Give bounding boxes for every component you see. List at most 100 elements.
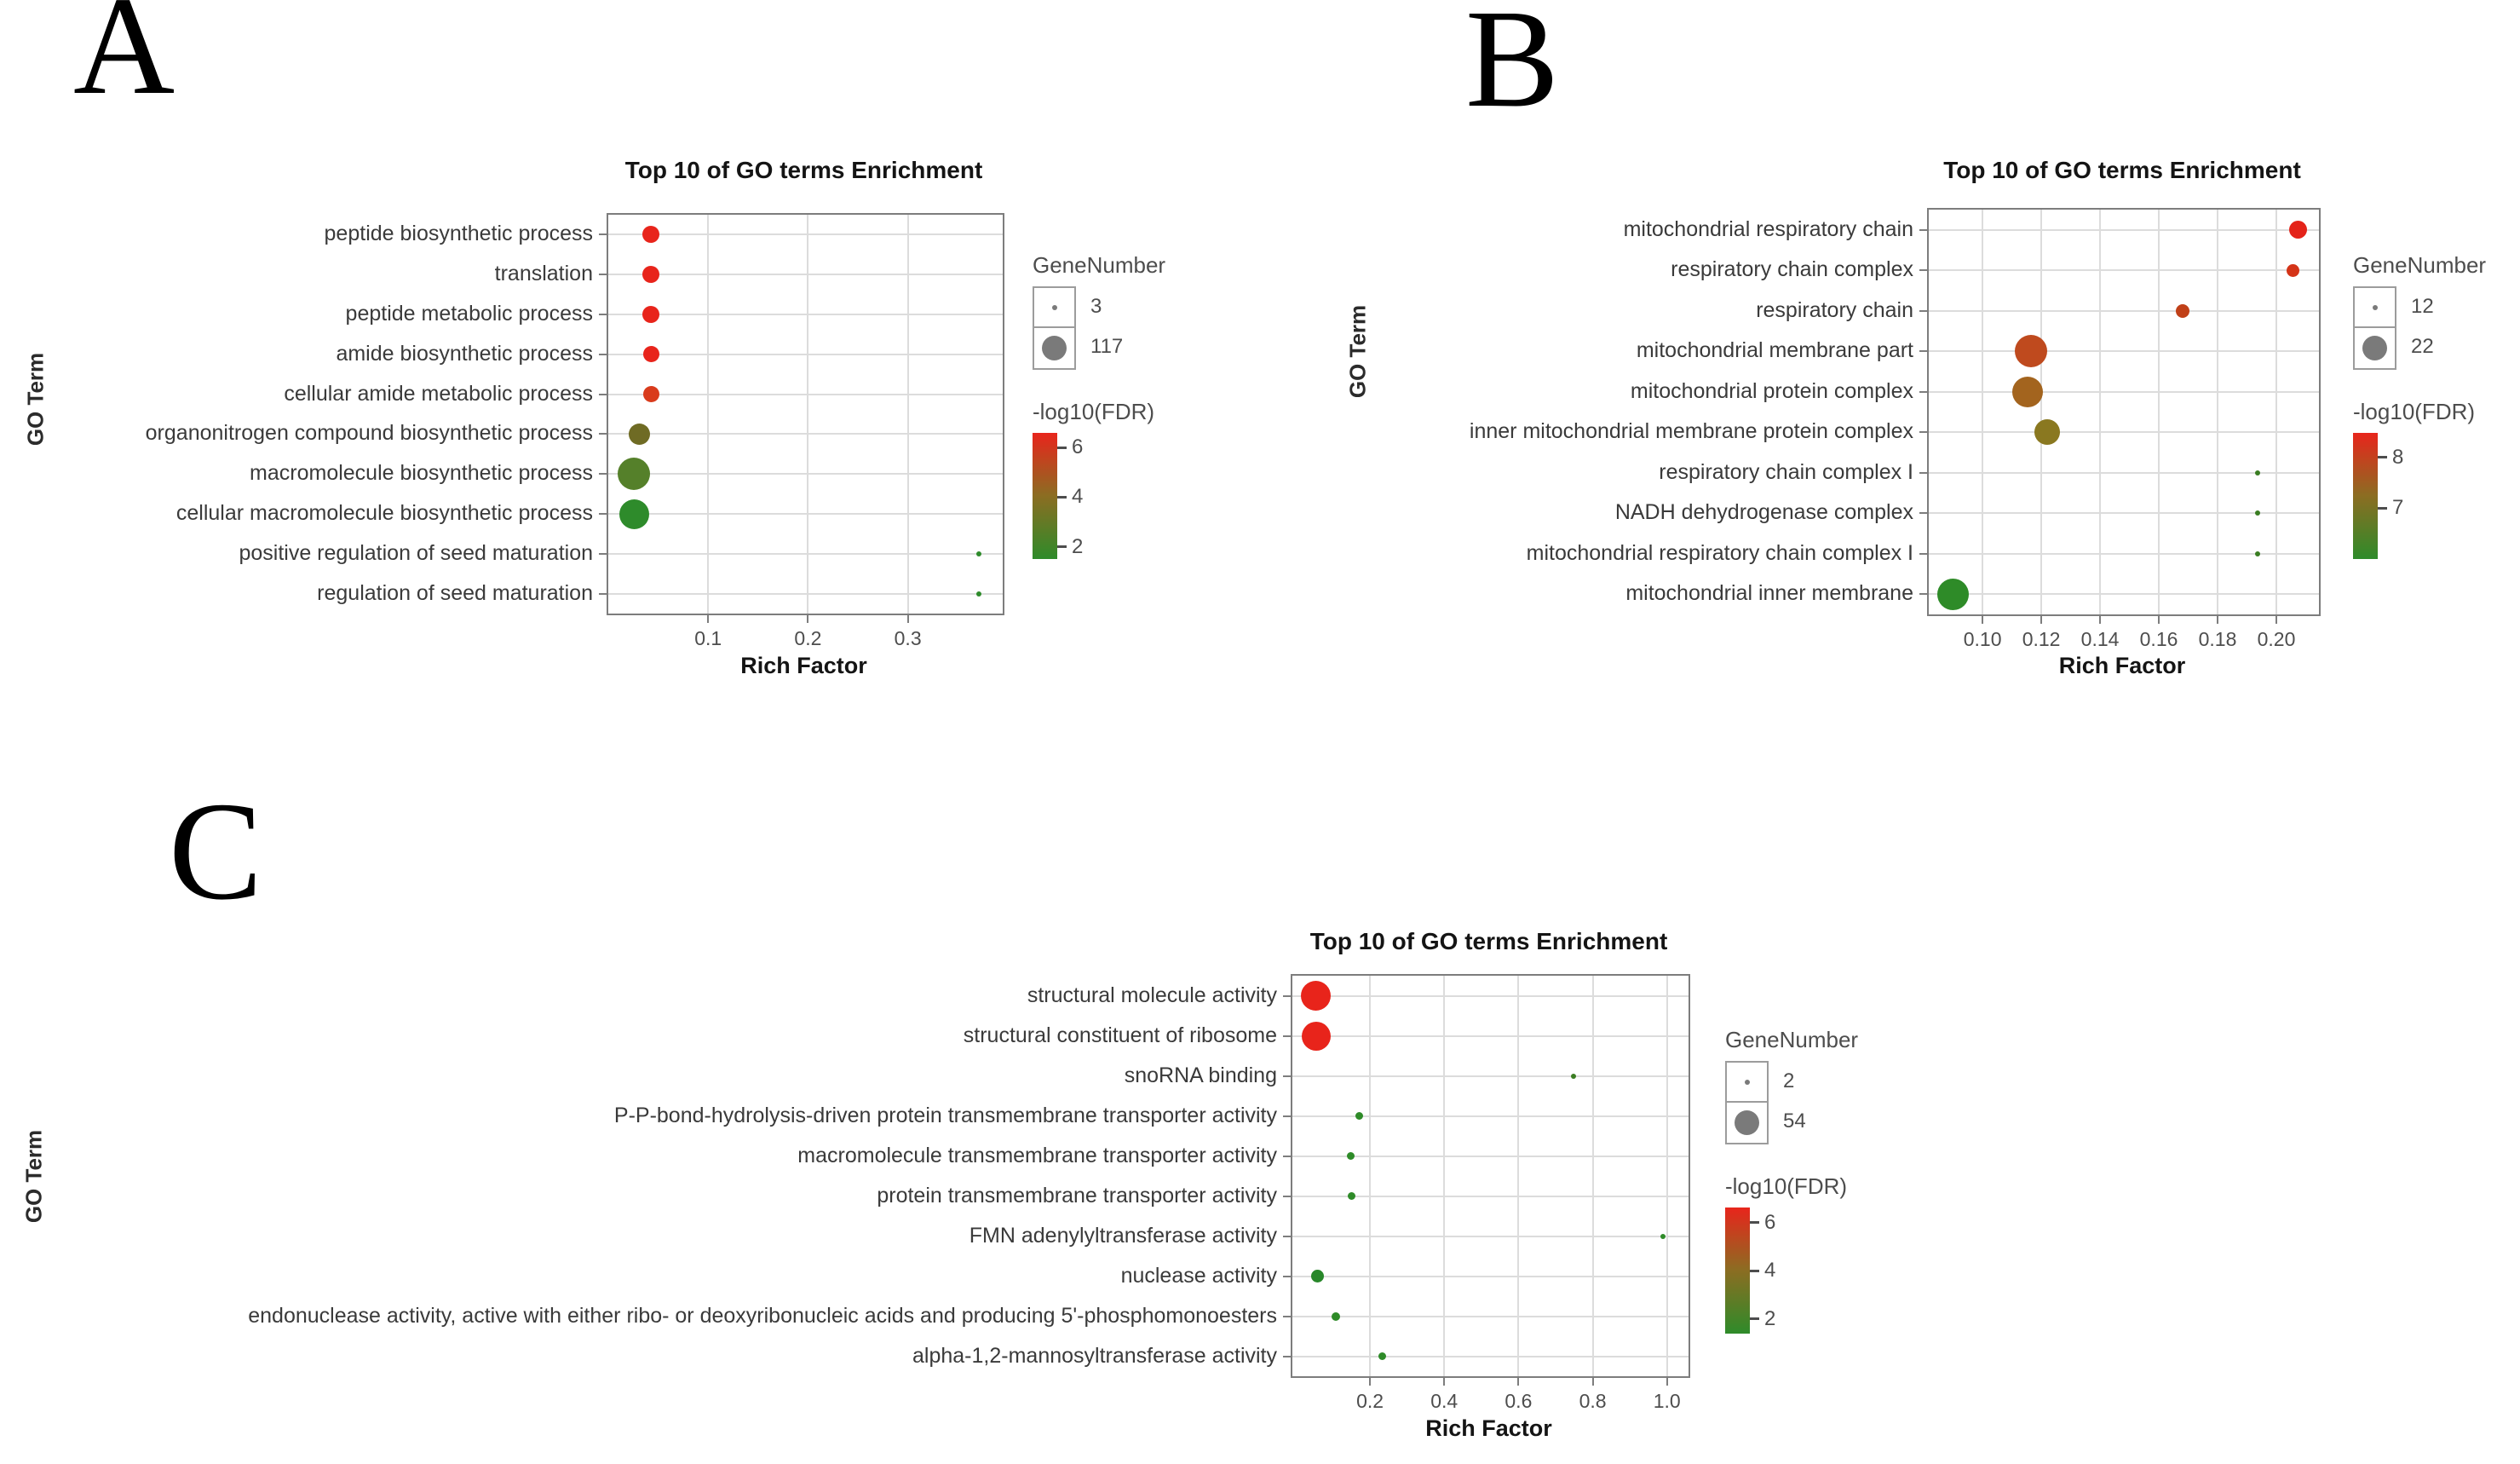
x-gridline xyxy=(2099,210,2102,614)
x-tick-label: 1.0 xyxy=(1653,1390,1681,1412)
colorbar-tick-label: 8 xyxy=(2392,445,2404,469)
y-gridline xyxy=(608,274,1003,276)
colorbar-tick-mark xyxy=(1750,1317,1759,1321)
data-point xyxy=(2254,550,2260,556)
legend: GeneNumber 2 54 -log10(FDR) 6 4 2 xyxy=(1725,1027,1921,1385)
size-legend-min-label: 12 xyxy=(2411,295,2434,318)
y-axis-category-label: mitochondrial respiratory chain complex … xyxy=(1526,540,1913,565)
panel-letter-c: C xyxy=(169,773,263,929)
x-tick-mark xyxy=(2275,616,2277,624)
x-gridline xyxy=(807,215,809,614)
y-gridline xyxy=(1292,1315,1689,1317)
y-gridline xyxy=(608,513,1003,515)
x-gridline xyxy=(1982,210,1984,614)
y-axis-category-label: mitochondrial inner membrane xyxy=(1625,581,1913,606)
size-legend-key xyxy=(1033,286,1076,370)
size-legend-title: GeneNumber xyxy=(1725,1027,1859,1052)
size-legend-max-label: 117 xyxy=(1090,335,1124,358)
chart-title: Top 10 of GO terms Enrichment xyxy=(1309,928,1668,954)
y-axis-category-label: NADH dehydrogenase complex xyxy=(1614,500,1913,525)
size-key-large-cell xyxy=(2355,328,2395,368)
x-tick-mark xyxy=(1666,1378,1668,1386)
y-gridline xyxy=(1929,350,2319,353)
data-point xyxy=(642,226,660,244)
x-tick-mark xyxy=(2099,616,2102,624)
colorbar-tick-label: 6 xyxy=(1072,435,1084,459)
y-axis-title: GO Term xyxy=(20,1129,47,1224)
y-tick-mark xyxy=(599,233,607,236)
y-axis-category-label: amide biosynthetic process xyxy=(336,341,593,366)
large-dot-icon xyxy=(2362,336,2387,360)
x-gridline xyxy=(1666,976,1668,1376)
y-tick-mark xyxy=(1919,269,1927,272)
data-point xyxy=(1347,1192,1355,1200)
data-point xyxy=(2254,470,2260,476)
small-dot-icon xyxy=(2372,304,2378,310)
y-axis-category-label: peptide metabolic process xyxy=(345,302,593,326)
y-gridline xyxy=(608,393,1003,395)
color-legend-title: -log10(FDR) xyxy=(1725,1173,1848,1199)
y-axis-category-label: macromolecule biosynthetic process xyxy=(250,461,593,486)
colorbar-tick-label: 6 xyxy=(1764,1210,1776,1234)
plot-area: 0.10 0.12 0.14 0.16 0.18 0.20 mitochondrial re… xyxy=(1470,208,2321,650)
small-dot-icon xyxy=(1744,1079,1750,1085)
y-gridline xyxy=(1929,512,2319,515)
data-point xyxy=(1331,1311,1340,1321)
data-point xyxy=(1570,1073,1576,1079)
colorbar-tick-label: 4 xyxy=(1764,1259,1776,1282)
plot-area: 0.1 0.2 0.3 peptide biosynthetic process tra… xyxy=(146,213,1004,649)
y-tick-mark xyxy=(1919,228,1927,231)
y-axis-category-label: endonuclease activity, active with eithe… xyxy=(248,1303,1277,1328)
y-gridline xyxy=(608,433,1003,435)
y-tick-mark xyxy=(1919,552,1927,555)
x-tick-mark xyxy=(1369,1378,1372,1386)
y-gridline xyxy=(1292,1035,1689,1037)
y-tick-mark xyxy=(599,552,607,555)
x-gridline xyxy=(1591,976,1594,1376)
panel-letter-b: B xyxy=(1465,0,1560,136)
x-tick-label: 0.3 xyxy=(894,627,922,649)
y-gridline xyxy=(608,592,1003,595)
large-dot-icon xyxy=(1042,336,1067,360)
data-point xyxy=(2175,303,2189,318)
colorbar xyxy=(1725,1208,1750,1334)
y-gridline xyxy=(1929,552,2319,555)
y-gridline xyxy=(1292,994,1689,997)
x-tick-label: 0.8 xyxy=(1579,1390,1607,1412)
data-point xyxy=(975,591,981,597)
color-legend-title: -log10(FDR) xyxy=(2353,399,2476,424)
x-axis-title: Rich Factor xyxy=(1425,1415,1552,1441)
y-tick-mark xyxy=(1283,994,1291,997)
x-tick-mark xyxy=(1982,616,1984,624)
y-axis-category-label: structural molecule activity xyxy=(1027,983,1277,1007)
color-legend-title: -log10(FDR) xyxy=(1033,399,1155,424)
small-dot-icon xyxy=(1051,304,1057,310)
x-tick-mark xyxy=(1591,1378,1594,1386)
y-axis-category-label: respiratory chain xyxy=(1756,297,1913,322)
colorbar-tick-mark xyxy=(1750,1269,1759,1272)
x-gridline xyxy=(1443,976,1446,1376)
y-tick-mark xyxy=(1283,1235,1291,1237)
y-gridline xyxy=(1292,1235,1689,1237)
y-tick-mark xyxy=(1919,390,1927,393)
y-tick-mark xyxy=(599,274,607,276)
y-gridline xyxy=(1929,269,2319,272)
x-tick-mark xyxy=(2158,616,2160,624)
y-tick-mark xyxy=(599,433,607,435)
y-axis-category-label: organonitrogen compound biosynthetic pro… xyxy=(145,421,593,446)
panel-letter-a: A xyxy=(73,0,175,124)
y-gridline xyxy=(1292,1355,1689,1357)
x-tick-label: 0.2 xyxy=(1356,1390,1384,1412)
data-point xyxy=(975,550,981,556)
y-tick-mark xyxy=(599,513,607,515)
legend: GeneNumber 3 117 -log10(FDR) 6 4 2 xyxy=(1033,252,1228,610)
x-gridline xyxy=(906,215,909,614)
y-gridline xyxy=(1929,471,2319,474)
x-tick-mark xyxy=(1517,1378,1520,1386)
data-point xyxy=(1355,1112,1364,1120)
data-point xyxy=(1301,981,1332,1011)
size-legend-min-label: 3 xyxy=(1090,295,1102,318)
y-gridline xyxy=(608,473,1003,476)
y-tick-mark xyxy=(1919,350,1927,353)
